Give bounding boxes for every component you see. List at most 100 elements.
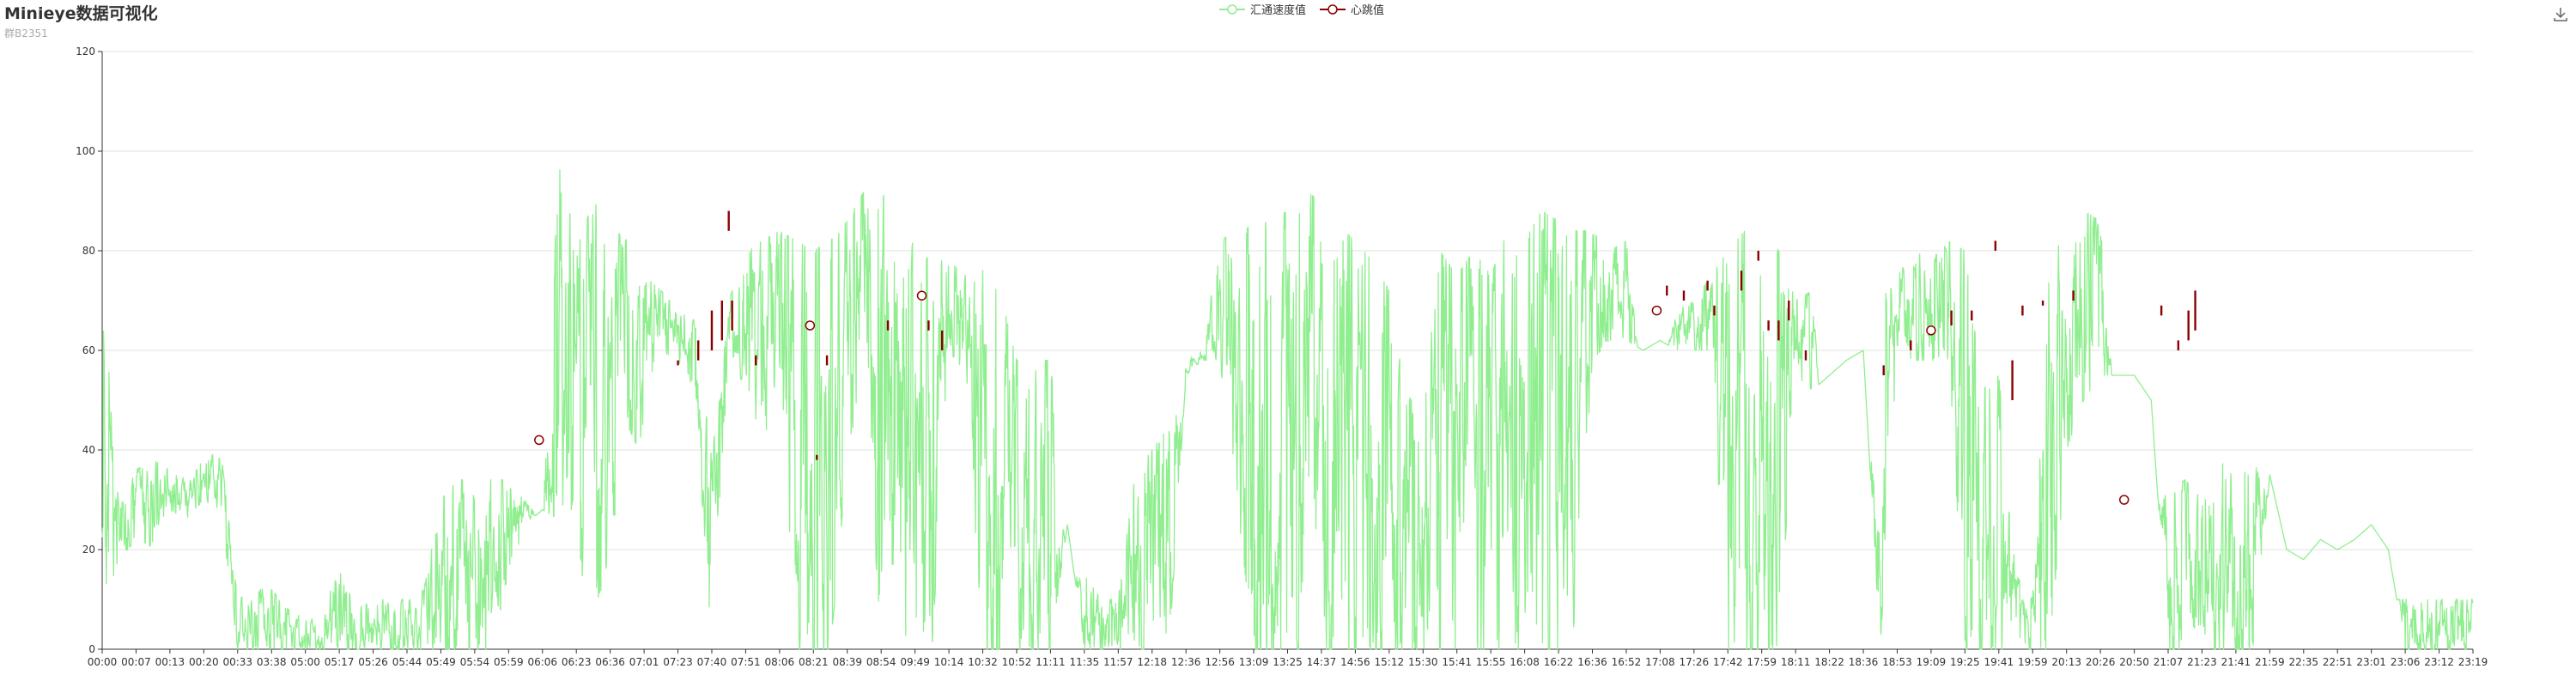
x-tick-label: 00:33: [222, 656, 252, 668]
x-tick-label: 12:56: [1205, 656, 1235, 668]
x-tick-label: 18:36: [1849, 656, 1879, 668]
line-with-circle-icon: [1219, 3, 1245, 15]
axes: [98, 51, 2474, 654]
x-tick-label: 11:35: [1070, 656, 1100, 668]
chart-title: Minieye数据可视化: [4, 4, 158, 23]
x-tick-label: 08:54: [866, 656, 896, 668]
x-tick-label: 07:01: [629, 656, 659, 668]
x-tick-label: 12:36: [1171, 656, 1201, 668]
x-tick-label: 05:26: [358, 656, 388, 668]
x-tick-label: 00:00: [88, 656, 118, 668]
y-tick-label: 120: [76, 46, 95, 58]
x-tick-label: 05:54: [460, 656, 490, 668]
heartbeat-marker: [805, 320, 816, 331]
x-tick-label: 17:08: [1645, 656, 1675, 668]
y-tick-label: 60: [82, 344, 95, 356]
x-tick-label: 00:20: [189, 656, 219, 668]
x-tick-label: 06:36: [595, 656, 625, 668]
x-tick-label: 14:37: [1307, 656, 1337, 668]
heartbeat-marker: [1651, 305, 1662, 316]
x-tick-label: 23:12: [2424, 656, 2454, 668]
x-tick-label: 15:12: [1375, 656, 1405, 668]
x-tick-label: 05:59: [494, 656, 524, 668]
x-tick-label: 12:18: [1137, 656, 1167, 668]
x-tick-label: 21:59: [2255, 656, 2285, 668]
y-tick-label: 40: [82, 444, 95, 456]
series-speed: [101, 169, 2474, 650]
x-tick-label: 14:56: [1340, 656, 1370, 668]
x-tick-label: 16:52: [1612, 656, 1642, 668]
y-tick-label: 0: [88, 643, 95, 655]
x-tick-label: 05:44: [392, 656, 422, 668]
x-axis-ticks: 00:00 00:07 00:13 00:20 00:33 03:38 05:00 05:17…: [88, 656, 2488, 668]
x-tick-label: 05:49: [426, 656, 456, 668]
x-tick-label: 20:26: [2086, 656, 2116, 668]
line-with-circle-icon: [1320, 3, 1346, 15]
x-tick-label: 11:11: [1036, 656, 1066, 668]
heartbeat-marker: [916, 290, 927, 301]
x-tick-label: 20:50: [2119, 656, 2149, 668]
x-tick-label: 08:06: [765, 656, 795, 668]
legend-item-speed[interactable]: 汇通速度值: [1219, 1, 1306, 17]
x-tick-label: 18:53: [1882, 656, 1912, 668]
x-tick-label: 19:59: [2018, 656, 2048, 668]
x-tick-label: 07:40: [697, 656, 727, 668]
x-tick-label: 08:21: [799, 656, 829, 668]
chart-subtitle: 群B2351: [4, 27, 48, 40]
x-tick-label: 22:51: [2323, 656, 2353, 668]
x-tick-label: 17:42: [1713, 656, 1743, 668]
x-tick-label: 00:13: [155, 656, 185, 668]
x-tick-label: 07:51: [731, 656, 761, 668]
x-tick-label: 16:36: [1577, 656, 1607, 668]
x-tick-label: 18:11: [1781, 656, 1811, 668]
chart-legend: 汇通速度值 心跳值: [1219, 1, 1384, 17]
x-tick-label: 18:22: [1814, 656, 1844, 668]
x-tick-label: 23:01: [2356, 656, 2386, 668]
series-speed-line: [101, 169, 2474, 650]
heartbeat-marker: [534, 435, 544, 446]
x-tick-label: 08:39: [832, 656, 862, 668]
x-tick-label: 23:06: [2391, 656, 2421, 668]
legend-label-speed: 汇通速度值: [1250, 4, 1307, 17]
legend-item-heartbeat[interactable]: 心跳值: [1320, 1, 1384, 17]
x-tick-label: 05:00: [290, 656, 320, 668]
x-tick-label: 19:41: [1984, 656, 2014, 668]
x-tick-label: 19:25: [1950, 656, 1980, 668]
series-heartbeat: [534, 210, 2196, 505]
y-tick-label: 80: [82, 245, 95, 257]
x-tick-label: 10:52: [1002, 656, 1032, 668]
x-tick-label: 10:14: [934, 656, 964, 668]
x-tick-label: 03:38: [257, 656, 287, 668]
x-tick-label: 22:35: [2288, 656, 2318, 668]
x-tick-label: 06:23: [562, 656, 592, 668]
x-tick-label: 19:09: [1917, 656, 1947, 668]
x-tick-label: 11:57: [1103, 656, 1133, 668]
x-tick-label: 21:07: [2154, 656, 2184, 668]
x-tick-label: 15:55: [1476, 656, 1506, 668]
x-tick-label: 16:22: [1544, 656, 1574, 668]
x-tick-label: 23:19: [2458, 656, 2488, 668]
heartbeat-marker: [1926, 325, 1936, 336]
y-axis-ticks: 0 20 40 60 80 100 120: [76, 46, 95, 655]
x-tick-label: 17:59: [1747, 656, 1777, 668]
x-tick-label: 16:08: [1510, 656, 1540, 668]
legend-label-heartbeat: 心跳值: [1351, 4, 1385, 17]
x-tick-label: 13:25: [1273, 656, 1303, 668]
x-tick-label: 05:17: [325, 656, 355, 668]
x-tick-label: 15:41: [1442, 656, 1472, 668]
heartbeat-marker: [2118, 495, 2129, 505]
x-tick-label: 13:09: [1239, 656, 1269, 668]
x-tick-label: 07:23: [663, 656, 693, 668]
x-tick-label: 20:13: [2051, 656, 2081, 668]
x-tick-label: 15:30: [1408, 656, 1438, 668]
x-tick-label: 09:49: [900, 656, 930, 668]
x-tick-label: 00:07: [121, 656, 151, 668]
y-tick-label: 100: [76, 145, 95, 157]
x-tick-label: 17:26: [1680, 656, 1710, 668]
x-tick-label: 06:06: [527, 656, 557, 668]
download-icon[interactable]: [2552, 5, 2569, 22]
x-tick-label: 10:32: [968, 656, 998, 668]
x-tick-label: 21:41: [2221, 656, 2251, 668]
x-tick-label: 21:23: [2187, 656, 2217, 668]
